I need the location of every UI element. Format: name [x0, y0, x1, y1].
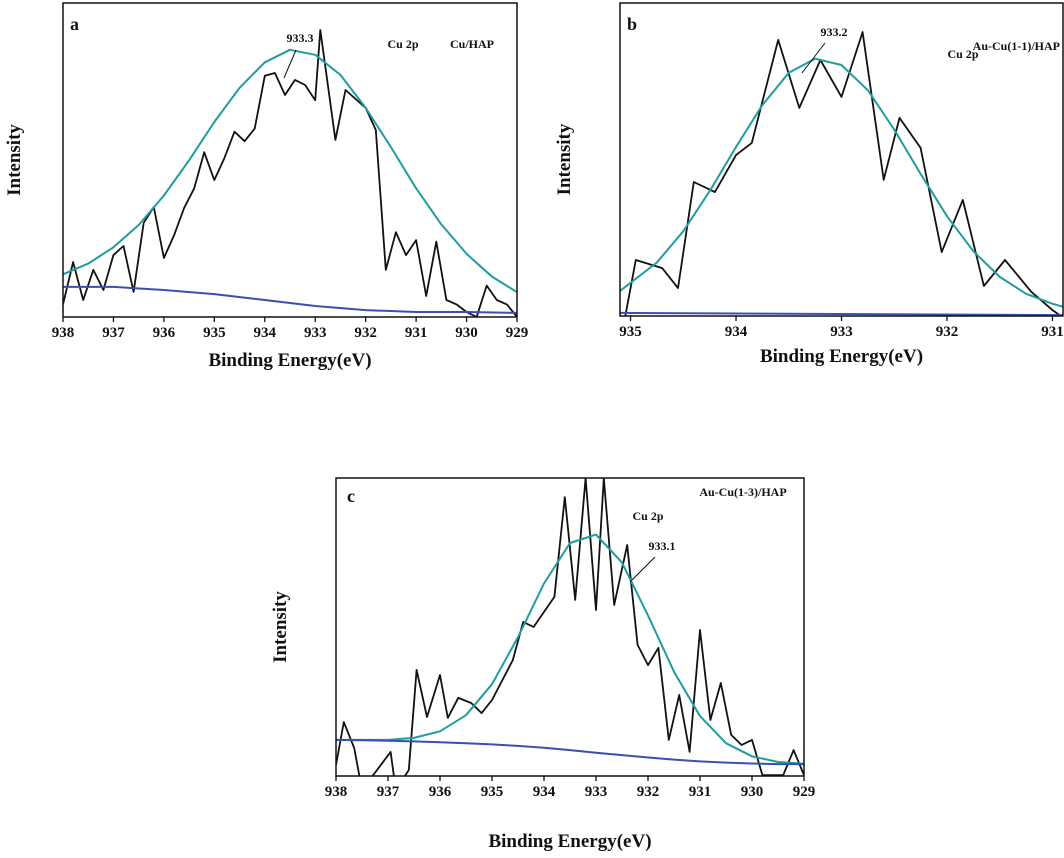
element-label: Cu 2p: [632, 509, 663, 523]
panel-label: a: [70, 14, 79, 34]
x-tick-label: 932: [936, 324, 959, 340]
sample-label: Au-Cu(1-1)/HAP: [973, 39, 1060, 53]
plot-frame: [62, 2, 518, 318]
peak-label: 933.3: [287, 31, 314, 45]
plot-frame: [335, 477, 805, 777]
x-tick-label: 932: [354, 325, 377, 341]
data-line: [336, 533, 804, 765]
x-tick-label: 935: [203, 325, 226, 341]
sample-label: Au-Cu(1-3)/HAP: [699, 485, 786, 499]
data-line: [336, 738, 804, 766]
data-line: [620, 57, 1063, 308]
y-axis-label: Intensity: [270, 591, 291, 663]
x-tick-label: 931: [689, 784, 712, 800]
leader-line: [801, 42, 826, 74]
x-tick-label: 934: [254, 325, 277, 341]
x-tick-label: 929: [506, 325, 529, 341]
x-tick-label: 929: [793, 784, 816, 800]
peak-label: 933.1: [649, 539, 676, 553]
x-tick-label: 930: [741, 784, 764, 800]
x-axis-label: Binding Energy(eV): [760, 346, 923, 367]
sample-label: Cu/HAP: [450, 37, 494, 51]
x-tick-label: 936: [153, 325, 176, 341]
x-tick-label: 934: [725, 324, 748, 340]
peak-label: 933.2: [821, 25, 848, 39]
element-label: Cu 2p: [387, 37, 418, 51]
x-tick-label: 935: [619, 324, 642, 340]
x-tick-label: 935: [481, 784, 504, 800]
x-tick-label: 932: [637, 784, 660, 800]
x-axis-label: Binding Energy(eV): [488, 831, 651, 852]
x-tick-label: 938: [52, 325, 75, 341]
x-tick-label: 933: [585, 784, 608, 800]
x-axis-label: Binding Energy(eV): [208, 350, 371, 371]
data-line: [63, 285, 517, 314]
data-line: [624, 31, 1062, 316]
x-tick-label: 937: [377, 784, 400, 800]
x-tick-label: 936: [429, 784, 452, 800]
data-line: [63, 48, 517, 294]
x-tick-label: 930: [455, 325, 478, 341]
leader-line: [629, 556, 656, 583]
element-label: Cu 2p: [947, 47, 978, 61]
panel-label: c: [347, 486, 355, 506]
x-tick-label: 933: [830, 324, 853, 340]
panel-label: b: [627, 14, 637, 34]
x-tick-label: 931: [1041, 324, 1064, 340]
x-tick-label: 937: [102, 325, 125, 341]
data-line: [336, 478, 804, 776]
data-line: [63, 29, 517, 317]
x-tick-label: 933: [304, 325, 327, 341]
y-axis-label: Intensity: [554, 123, 575, 195]
x-tick-label: 934: [533, 784, 556, 800]
data-line: [620, 311, 1063, 316]
x-tick-label: 938: [325, 784, 348, 800]
x-tick-label: 931: [405, 325, 428, 341]
y-axis-label: Intensity: [4, 124, 25, 196]
leader-line: [283, 49, 297, 79]
